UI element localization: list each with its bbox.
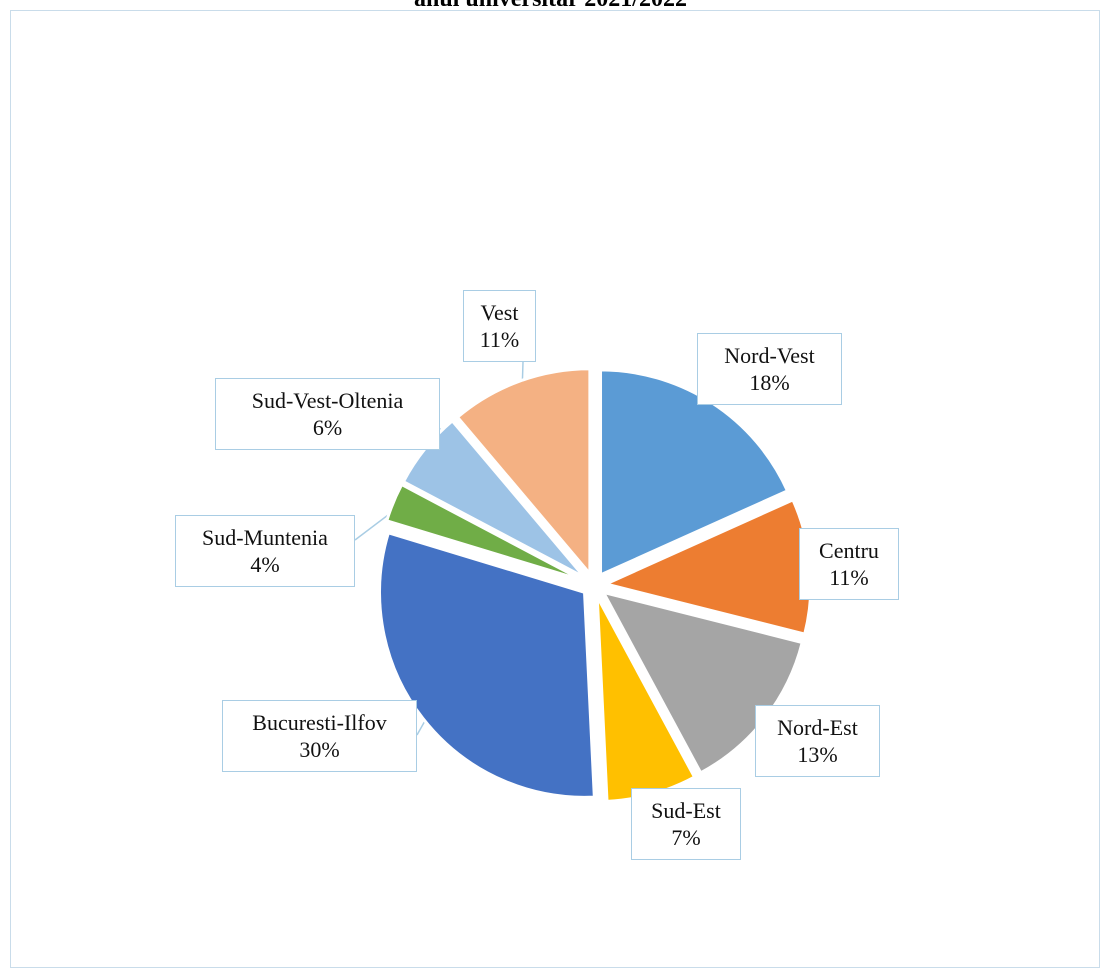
data-label-nord-vest: Nord-Vest 18% xyxy=(697,333,842,405)
pie-slices xyxy=(378,367,813,803)
data-label-sud-vest-oltenia: Sud-Vest-Oltenia 6% xyxy=(215,378,440,450)
data-label-nord-est: Nord-Est 13% xyxy=(755,705,880,777)
pie-slice-vest xyxy=(455,367,592,578)
data-label-sud-muntenia: Sud-Muntenia 4% xyxy=(175,515,355,587)
pie-slice-sud-muntenia xyxy=(384,482,584,582)
data-label-centru: Centru 11% xyxy=(799,528,899,600)
chart-frame xyxy=(10,10,1100,968)
chart-title: anul universitar 2021/2022 xyxy=(0,0,1101,14)
pie-slice-bucuresti-ilfov xyxy=(378,530,596,799)
data-label-vest: Vest 11% xyxy=(463,290,536,362)
data-label-sud-est: Sud-Est 7% xyxy=(631,788,741,860)
data-label-bucuresti-ilfov: Bucuresti-Ilfov 30% xyxy=(222,700,417,772)
